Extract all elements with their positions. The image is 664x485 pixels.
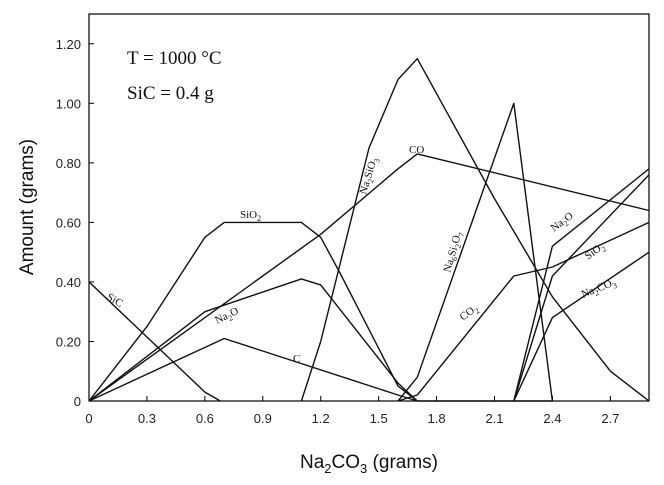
series-line-na2o-2 <box>513 168 650 402</box>
series-line-na6si2o7 <box>397 102 554 402</box>
series-line-co2 <box>397 221 650 402</box>
plot-frame <box>88 13 650 402</box>
x-tick-label: 1.5 <box>370 411 388 426</box>
x-tick-label: 0.9 <box>254 411 272 426</box>
series-line-sio2-2 <box>513 174 650 402</box>
y-tick-label: 1.20 <box>56 37 81 52</box>
series-line-c <box>88 337 418 402</box>
series-label-na6si2o7: Na6Si2O7 <box>441 230 466 274</box>
series-label-co: CO <box>409 144 424 156</box>
series-label-na2sio3: Na2SiO3 <box>357 156 381 196</box>
series-line-co <box>88 153 650 402</box>
series-line-na2co3 <box>513 251 650 402</box>
series-line-na2sio3 <box>300 58 650 402</box>
x-tick-label: 0 <box>85 411 92 426</box>
x-tick-label: 1.8 <box>428 411 446 426</box>
series-label-na2o-2: Na2O <box>549 210 577 236</box>
series-label-co2: CO2 <box>458 302 482 325</box>
annotation-sic-mass: SiC = 0.4 g <box>127 83 214 104</box>
series-line-sic <box>88 281 221 402</box>
axis-ticks: 0 0.3 0.6 0.9 1.2 1.5 1.8 2.1 2.4 2.7 0 0.20 0.40 0.6… <box>56 37 620 426</box>
x-tick-label: 2.7 <box>601 411 619 426</box>
series-label-sio2: SiO2 <box>240 209 261 223</box>
y-tick-label: 1.00 <box>56 96 81 111</box>
series-layer <box>88 58 650 402</box>
x-tick-label: 2.1 <box>485 411 503 426</box>
x-axis-title: Na2CO3 (grams) <box>300 452 438 476</box>
y-tick-label: 0.20 <box>56 334 81 349</box>
y-axis-title: Amount (grams) <box>17 139 38 275</box>
x-tick-label: 0.6 <box>196 411 214 426</box>
x-tick-label: 2.4 <box>543 411 561 426</box>
y-tick-label: 0.80 <box>56 156 81 171</box>
series-line-sio2 <box>88 221 553 402</box>
y-tick-label: 0 <box>74 394 81 409</box>
series-label-c: C <box>293 353 300 365</box>
x-tick-label: 0.3 <box>138 411 156 426</box>
annotation-temperature: T = 1000 °C <box>127 48 222 69</box>
series-label-sic: SiC <box>105 291 125 310</box>
x-tick-label: 1.2 <box>312 411 330 426</box>
y-tick-label: 0.40 <box>56 275 81 290</box>
series-label-na2co3: Na2CO3 <box>580 276 619 303</box>
y-tick-label: 0.60 <box>56 215 81 230</box>
series-label-sio2-2: SiO2 <box>583 240 608 264</box>
series-line-na2o <box>88 278 418 402</box>
